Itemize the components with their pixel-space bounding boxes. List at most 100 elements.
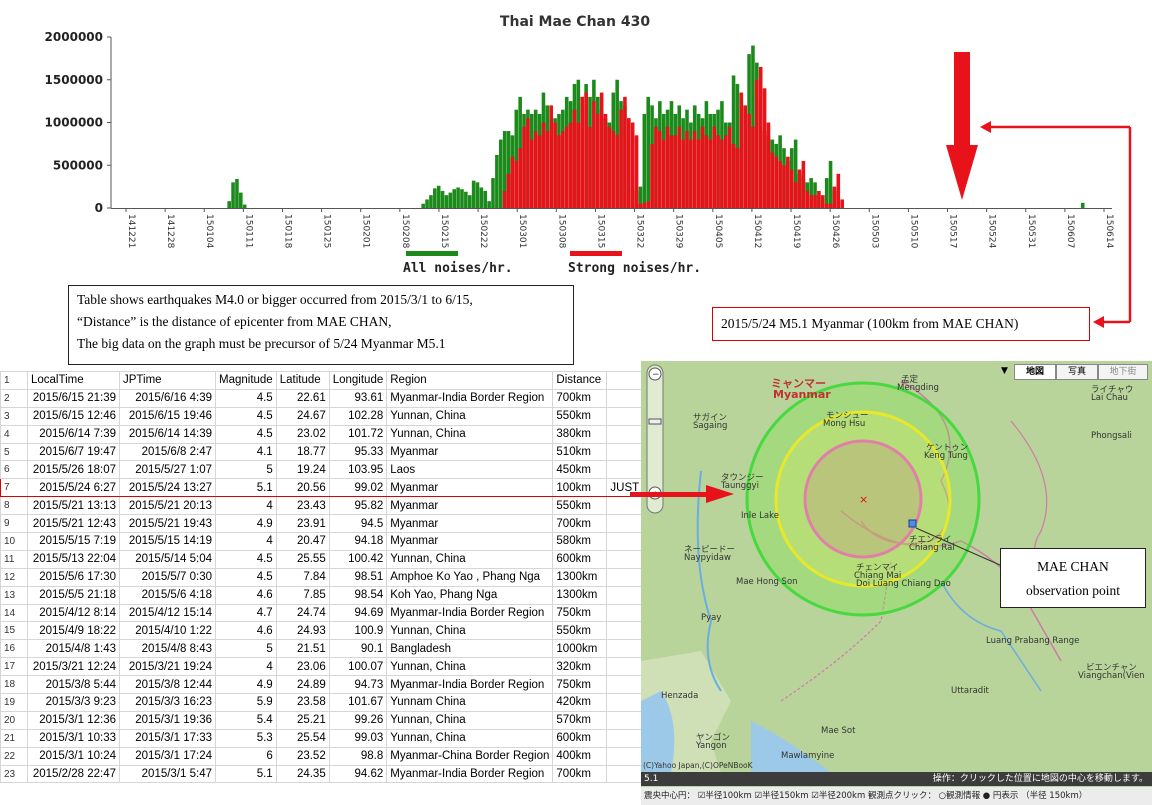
table-cell: 550km	[552, 496, 608, 516]
map-control-bar[interactable]: 震央中心円： ☑半径100km ☑半径150km ☑半径200km 観測点クリッ…	[641, 787, 1152, 805]
strong-noises-bar	[762, 88, 767, 208]
map-label: Yangon	[696, 741, 727, 751]
map-type-photo-button[interactable]: 写真	[1056, 364, 1098, 380]
table-row: 19 2015/3/3 9:23 2015/3/3 16:23 5.9 23.58 101…	[0, 693, 662, 712]
strong-noises-bar	[654, 126, 658, 208]
strong-noises-bar	[510, 156, 515, 208]
table-cell: 24.67	[275, 406, 330, 426]
map-label: Mengding	[897, 383, 939, 393]
table-row: 15 2015/4/9 18:22 2015/4/10 1:22 4.6 24.93 10…	[0, 621, 662, 641]
map-type-map-button[interactable]: 地図	[1014, 364, 1056, 380]
strong-noises-bar	[549, 105, 553, 208]
svg-text:−: −	[652, 370, 660, 380]
map-label: Doi Luang Chiang Dao	[856, 579, 951, 589]
strong-noises-bar	[712, 126, 716, 208]
table-cell: 2015/5/5 21:18	[27, 585, 120, 605]
table-cell: Yunnam China	[386, 693, 554, 712]
table-cell: 25.54	[275, 728, 330, 748]
strong-noises-bar	[650, 143, 654, 209]
map-label: Chiang Mai	[854, 571, 902, 581]
table-cell: 2015/4/10 1:22	[119, 621, 216, 641]
table-cell: Laos	[386, 460, 554, 480]
table-row: 13 2015/5/5 21:18 2015/5/6 4:18 4.6 7.85 98.5…	[0, 585, 662, 605]
table-cell: Myanmar-India Border Region	[386, 764, 554, 784]
all-noises-bar	[498, 139, 503, 208]
row-number: 18	[0, 675, 28, 695]
strong-noises-bar	[836, 173, 841, 208]
strong-noises-bar	[821, 195, 825, 208]
map-label: ヤンゴン	[696, 733, 731, 743]
table-cell: 450km	[552, 460, 608, 480]
table-cell: 98.51	[328, 567, 388, 587]
all-noises-bar	[495, 154, 499, 208]
x-tick-label: 150208	[400, 214, 410, 249]
map-label: Inle Lake	[741, 511, 779, 521]
table-cell: 7.84	[275, 567, 330, 587]
map-label: ネーピードー	[684, 545, 736, 555]
row-number: 2	[0, 388, 28, 408]
noise-bar-chart: Thai Mae Chan 430 2000000 1500000 1000000 5…	[45, 14, 1114, 276]
table-cell: 2015/5/15 7:19	[27, 532, 120, 551]
all-noises-bar	[642, 113, 647, 208]
table-cell: 420km	[552, 693, 608, 712]
map-options-dropdown-icon[interactable]: ▼	[1001, 366, 1008, 376]
map-label: Taunggyi	[721, 481, 759, 491]
table-cell: 25.55	[275, 549, 330, 569]
table-cell: Distance	[552, 371, 608, 390]
table-cell: 98.54	[328, 585, 388, 605]
strong-noises-bar	[572, 109, 577, 208]
table-cell: 23.52	[275, 746, 330, 766]
map-label: Henzada	[661, 691, 699, 701]
strong-noises-bar	[692, 131, 697, 208]
all-noises-bar	[809, 178, 813, 208]
map-status-right: 操作：クリックした位置に地図の中心を移動します。	[932, 774, 1148, 784]
all-noises-bar	[751, 45, 755, 208]
map-label: Phongsali	[1091, 431, 1132, 441]
table-cell: Longitude	[328, 371, 388, 390]
all-noises-bar	[487, 201, 491, 208]
all-noises-bar	[235, 178, 239, 208]
table-cell: 99.02	[328, 478, 388, 498]
table-cell: 550km	[552, 406, 608, 426]
strong-noises-bar	[623, 96, 627, 208]
table-cell: 2015/5/24 6:27	[27, 478, 120, 498]
table-cell: 2015/4/8 1:43	[27, 639, 120, 659]
map-type-underground-button[interactable]: 地下街	[1098, 364, 1148, 380]
table-row: 1 LocalTime JPTime Magnitude Latitude Longitu…	[0, 371, 662, 390]
strong-noises-bar	[797, 169, 802, 208]
row-number: 17	[0, 657, 28, 677]
map-label: ライチャウ	[1091, 385, 1134, 395]
strong-noises-bar	[541, 122, 546, 208]
table-cell: Myanmar	[386, 442, 554, 462]
strong-noises-bar	[595, 113, 600, 208]
table-row: 22 2015/3/1 10:24 2015/3/1 17:24 6 23.52 98.8…	[0, 746, 662, 766]
table-row: 12 2015/5/6 17:30 2015/5/7 0:30 4.5 7.84 98.5…	[0, 567, 662, 587]
strong-noises-bar	[561, 131, 565, 208]
table-cell: 25.21	[275, 710, 330, 730]
strong-noises-bar	[809, 195, 813, 208]
table-row: 14 2015/4/12 8:14 2015/4/12 15:14 4.7 24.74 9…	[0, 603, 662, 623]
table-cell: 94.62	[328, 764, 388, 784]
x-tick-label: 150503	[869, 214, 879, 248]
mae-chan-marker[interactable]	[908, 519, 917, 528]
strong-noises-bars	[502, 66, 844, 209]
table-cell: 4.9	[215, 675, 277, 695]
all-noises-bar	[514, 109, 519, 208]
table-cell: 23.91	[275, 514, 330, 534]
table-cell: 2015/6/14 14:39	[119, 424, 216, 444]
row-number: 19	[0, 693, 28, 712]
table-cell: 5	[215, 460, 277, 480]
table-cell: LocalTime	[27, 371, 120, 390]
table-cell: 23.06	[275, 657, 330, 677]
map-label: Luang Prabang Range	[986, 636, 1080, 646]
table-cell: 102.28	[328, 406, 388, 426]
map-label: タウンジー	[721, 473, 764, 483]
map-label: 孟定	[901, 375, 919, 385]
table-row: 6 2015/5/26 18:07 2015/5/27 1:07 5 19.24 103.…	[0, 460, 662, 480]
row-number: 7	[0, 478, 28, 498]
zoom-slider-thumb[interactable]	[648, 418, 662, 425]
row-number: 13	[0, 585, 28, 605]
note-line-1: Table shows earthquakes M4.0 or bigger o…	[77, 292, 473, 307]
zoom-out-icon[interactable]	[648, 367, 662, 381]
strong-noises-bar	[661, 139, 666, 208]
